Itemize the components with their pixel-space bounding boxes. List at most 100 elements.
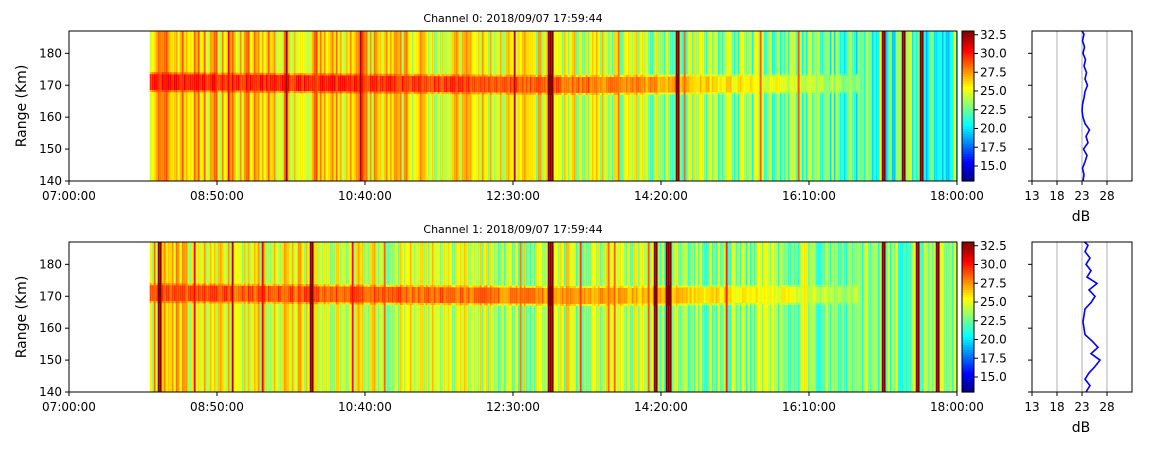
echo-band-edge — [555, 74, 558, 77]
echo-band-edge — [449, 74, 452, 77]
echo-band-edge — [565, 286, 568, 289]
echo-band-segment — [389, 286, 392, 303]
heatmap-column — [625, 242, 628, 392]
heatmap-column — [731, 31, 734, 181]
heatmap-column — [797, 31, 800, 181]
echo-band-segment — [553, 76, 556, 93]
echo-band-edge — [515, 303, 518, 306]
echo-band-edge — [299, 284, 302, 287]
heatmap-column — [855, 242, 858, 392]
echo-band-segment — [765, 287, 768, 304]
echo-band-edge — [585, 303, 588, 306]
echo-band-edge — [535, 92, 538, 95]
echo-band-edge — [825, 284, 828, 287]
echo-band-edge — [277, 301, 280, 304]
heatmap-column — [227, 242, 230, 392]
echo-band-edge — [499, 303, 502, 306]
echo-band-edge — [329, 284, 332, 287]
colorbar-tick-label: 32.5 — [980, 239, 1007, 253]
echo-band-edge — [739, 285, 742, 288]
heatmap-column — [881, 31, 884, 181]
echo-band-edge — [345, 73, 348, 76]
heatmap-column — [593, 31, 596, 181]
echo-band-edge — [211, 90, 214, 93]
echo-band-segment — [709, 76, 712, 93]
echo-band-edge — [699, 285, 702, 288]
heatmap-column — [767, 31, 770, 181]
echo-band-edge — [525, 303, 528, 306]
echo-band-edge — [767, 285, 770, 288]
colorbar-step — [962, 339, 974, 343]
colorbar-step — [962, 151, 974, 155]
echo-band-segment — [767, 76, 770, 93]
echo-band-segment — [811, 75, 814, 92]
echo-band-edge — [251, 301, 254, 304]
echo-band-edge — [749, 74, 752, 77]
echo-band-segment — [685, 76, 688, 93]
echo-band-segment — [815, 286, 818, 303]
heatmap-column — [469, 31, 472, 181]
echo-band-segment — [347, 75, 350, 92]
echo-band-segment — [841, 286, 844, 303]
echo-band-edge — [603, 285, 606, 288]
echo-band-edge — [729, 285, 732, 288]
heatmap-column — [939, 242, 942, 392]
echo-band-edge — [619, 303, 622, 306]
echo-band-edge — [313, 302, 316, 305]
echo-band-segment — [749, 76, 752, 93]
echo-band-segment — [285, 75, 288, 92]
echo-band-edge — [349, 302, 352, 305]
echo-band-segment — [555, 76, 558, 93]
echo-band-segment — [677, 76, 680, 93]
echo-band-edge — [395, 91, 398, 94]
echo-band-edge — [803, 284, 806, 287]
echo-band-edge — [483, 74, 486, 77]
heatmap-column — [249, 31, 252, 181]
echo-band-edge — [805, 302, 808, 305]
echo-band-edge — [391, 284, 394, 287]
echo-band-segment — [195, 285, 198, 302]
echo-band-edge — [467, 92, 470, 95]
echo-band-edge — [259, 90, 262, 93]
echo-band-segment — [301, 75, 304, 92]
echo-band-edge — [261, 72, 264, 75]
echo-band-edge — [401, 302, 404, 305]
echo-band-edge — [707, 92, 710, 95]
echo-band-segment — [159, 74, 162, 91]
echo-band-edge — [635, 92, 638, 95]
colorbar-tick-label: 25.0 — [980, 84, 1007, 98]
echo-band-edge — [561, 303, 564, 306]
echo-band-edge — [697, 92, 700, 95]
echo-band-edge — [753, 285, 756, 288]
echo-band-edge — [419, 302, 422, 305]
echo-band-segment — [809, 286, 812, 303]
echo-band-edge — [189, 283, 192, 286]
heatmap-column — [689, 242, 692, 392]
echo-band-edge — [599, 74, 602, 77]
colorbar-step — [962, 148, 974, 152]
echo-band-edge — [487, 285, 490, 288]
heatmap-column — [607, 31, 610, 181]
heatmap-column — [677, 242, 680, 392]
heatmap-column — [367, 31, 370, 181]
echo-band-edge — [165, 301, 168, 304]
echo-band-segment — [709, 287, 712, 304]
echo-band-segment — [267, 74, 270, 91]
heatmap-column — [627, 242, 630, 392]
echo-band-edge — [541, 285, 544, 288]
echo-band-edge — [307, 73, 310, 76]
echo-band-segment — [303, 75, 306, 92]
echo-band-segment — [455, 76, 458, 93]
colorbar-step — [962, 36, 974, 40]
heatmap-column — [889, 31, 892, 181]
echo-band-segment — [281, 286, 284, 302]
echo-band-segment — [691, 76, 694, 93]
echo-band-segment — [715, 287, 718, 304]
echo-band-edge — [373, 284, 376, 287]
echo-band-edge — [217, 72, 220, 75]
heatmap-column — [551, 242, 554, 392]
echo-band-edge — [827, 91, 830, 94]
echo-band-edge — [607, 92, 610, 95]
echo-band-segment — [261, 285, 264, 302]
echo-band-segment — [825, 286, 828, 303]
